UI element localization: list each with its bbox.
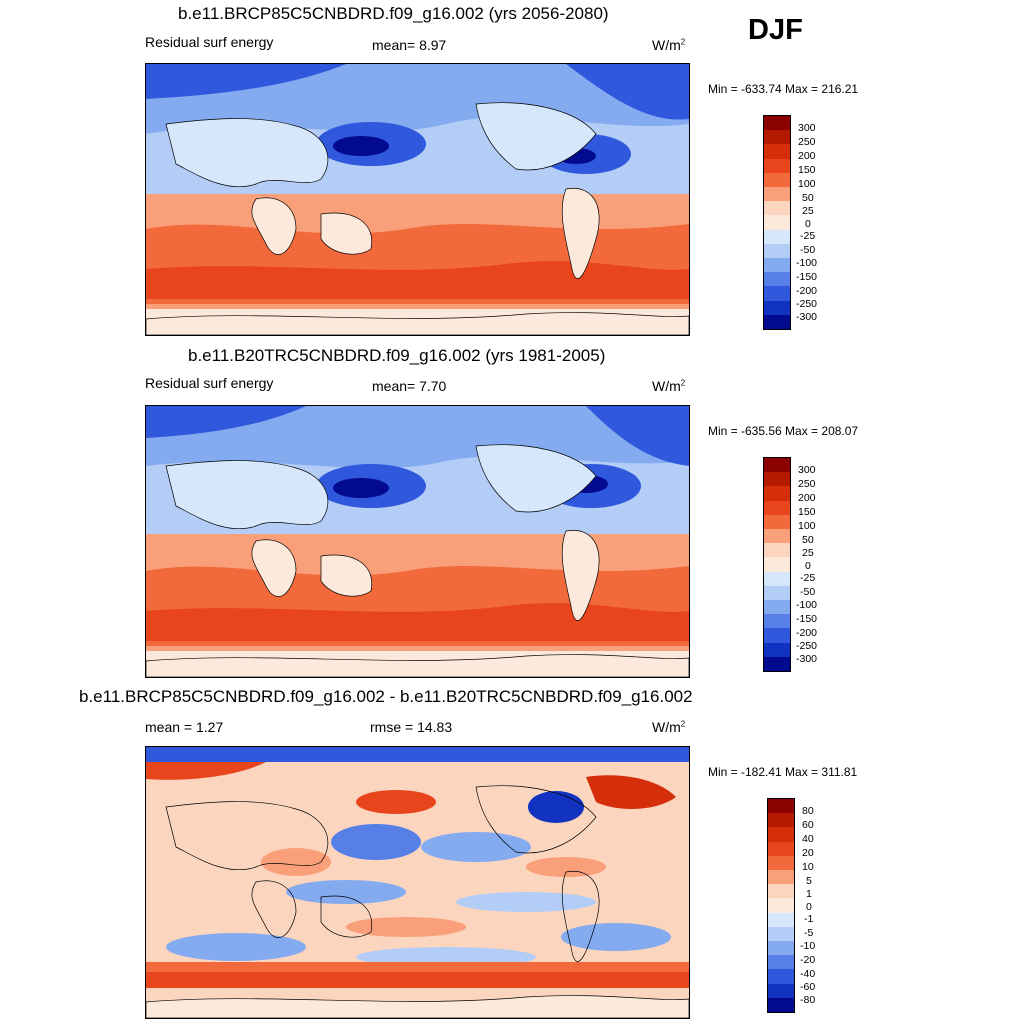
- cbar2-tick: 0: [805, 560, 811, 572]
- cbar3-tick: -60: [800, 981, 816, 993]
- panel-2-minmax: Min = -635.56 Max = 208.07: [708, 424, 859, 438]
- cbar3-tick: 0: [806, 901, 812, 913]
- panel-1-variable-label: Residual surf energy: [145, 34, 274, 50]
- cbar1-tick: -200: [796, 285, 818, 297]
- cbar1-tick: 200: [798, 150, 816, 162]
- cbar1-tick: -25: [800, 230, 816, 242]
- panel-3-units: W/m2: [652, 719, 686, 735]
- cbar2-tick: 100: [798, 520, 816, 532]
- panel-1-colorbar: [763, 115, 791, 330]
- cbar2-tick: 50: [802, 534, 814, 546]
- kuroshio-core: [333, 136, 389, 156]
- panel-1-map: [145, 63, 690, 336]
- panel-3-rmse: rmse = 14.83: [370, 719, 453, 735]
- cbar1-tick: 300: [798, 122, 816, 134]
- cbar3-tick: -5: [804, 927, 814, 939]
- cbar1-tick: -150: [796, 271, 818, 283]
- cbar2-tick: 300: [798, 464, 816, 476]
- panel-2-units: W/m2: [652, 378, 686, 394]
- cold-arctic-right: [566, 64, 689, 120]
- panel-3-map: [145, 746, 690, 1019]
- cbar2-tick: 25: [802, 547, 814, 559]
- cbar3-tick: 5: [806, 875, 812, 887]
- cbar1-tick: 250: [798, 136, 816, 148]
- panel-2-title: b.e11.B20TRC5CNBDRD.f09_g16.002 (yrs 198…: [188, 346, 606, 365]
- panel-3-title: b.e11.BRCP85C5CNBDRD.f09_g16.002 - b.e11…: [79, 687, 693, 706]
- cbar2-tick: -150: [796, 613, 818, 625]
- panel-2-variable-label: Residual surf energy: [145, 375, 274, 391]
- cbar1-tick: 25: [802, 205, 814, 217]
- cbar2-tick: 150: [798, 506, 816, 518]
- panel-2-mean: mean= 7.70: [372, 378, 447, 394]
- cbar3-tick: 60: [802, 819, 814, 831]
- cbar1-tick: 50: [802, 192, 814, 204]
- cbar3-tick: 80: [802, 805, 814, 817]
- africa-south: [251, 197, 297, 255]
- cbar2-tick: -250: [796, 640, 818, 652]
- panel-3-colorbar: [767, 798, 795, 1013]
- cbar3-tick: 40: [802, 833, 814, 845]
- cbar2-tick: -25: [800, 572, 816, 584]
- cbar3-tick: -10: [800, 940, 816, 952]
- cbar3-tick: 20: [802, 847, 814, 859]
- panel-1-units: W/m2: [652, 37, 686, 53]
- south-america: [561, 187, 600, 279]
- panel-1-mean: mean= 8.97: [372, 37, 447, 53]
- peak-positive-band: [146, 261, 689, 299]
- cbar1-tick: 100: [798, 178, 816, 190]
- cbar3-tick: -40: [800, 968, 816, 980]
- cbar2-tick: -200: [796, 627, 818, 639]
- panel-1-title: b.e11.BRCP85C5CNBDRD.f09_g16.002 (yrs 20…: [178, 4, 609, 23]
- cbar1-tick: 150: [798, 164, 816, 176]
- cbar1-tick: -300: [796, 311, 818, 323]
- panel-3-mean: mean = 1.27: [145, 719, 224, 735]
- cbar3-tick: 10: [802, 861, 814, 873]
- cbar2-tick: -50: [800, 586, 816, 598]
- cbar2-tick: 250: [798, 478, 816, 490]
- cbar1-tick: -100: [796, 257, 818, 269]
- season-label: DJF: [748, 14, 803, 46]
- north-america: [475, 102, 597, 171]
- cbar2-tick: 200: [798, 492, 816, 504]
- panel-1-minmax: Min = -633.74 Max = 216.21: [708, 82, 859, 96]
- eurasia-west: [165, 118, 329, 188]
- cbar3-tick: 1: [806, 888, 812, 900]
- panel-2-colorbar: [763, 457, 791, 672]
- cbar1-tick: -250: [796, 298, 818, 310]
- panel-3-minmax: Min = -182.41 Max = 311.81: [708, 765, 858, 779]
- australia: [320, 212, 373, 255]
- cbar3-tick: -20: [800, 954, 816, 966]
- cbar2-tick: -300: [796, 653, 818, 665]
- cbar1-tick: 0: [805, 218, 811, 230]
- cold-arctic-left: [146, 64, 346, 99]
- panel-2-map: [145, 405, 690, 678]
- cbar1-tick: -50: [800, 244, 816, 256]
- antarctica: [146, 312, 689, 335]
- cbar3-tick: -80: [800, 994, 816, 1006]
- cbar3-tick: -1: [804, 913, 814, 925]
- cbar2-tick: -100: [796, 599, 818, 611]
